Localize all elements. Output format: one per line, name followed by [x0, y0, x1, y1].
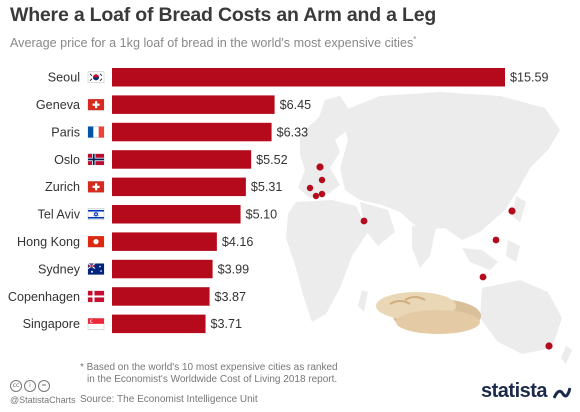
hong-kong-flag-icon: [87, 235, 105, 248]
footnote-line-2: in the Economist's Worldwide Cost of Liv…: [87, 374, 338, 385]
value-label: $6.45: [280, 98, 312, 112]
bar: [112, 68, 505, 87]
chart-subtitle: Average price for a 1kg loaf of bread in…: [10, 35, 416, 50]
category-label: Copenhagen: [8, 290, 80, 304]
south-korea-flag-icon: [87, 71, 105, 83]
bar: [112, 314, 206, 334]
switzerland-flag-icon: [87, 181, 105, 193]
value-label: $3.87: [215, 290, 247, 304]
value-label: $5.52: [256, 153, 288, 167]
bar-row: Paris $6.33: [51, 122, 309, 142]
bar: [112, 177, 246, 197]
category-label: Paris: [51, 125, 80, 139]
category-label: Hong Kong: [17, 235, 80, 249]
norway-flag-icon: [87, 153, 105, 166]
singapore-flag-icon: [87, 318, 105, 330]
bar-row: Oslo $5.52: [54, 150, 288, 169]
value-label: $3.71: [211, 317, 243, 331]
attribution-icon: i: [24, 380, 36, 392]
category-label: Geneva: [36, 98, 80, 112]
bread-illustration: [376, 292, 481, 334]
value-label: $6.33: [277, 125, 309, 139]
bar: [112, 287, 210, 306]
statista-logo[interactable]: statista: [481, 380, 548, 402]
bar-row: Seoul $15.59: [48, 68, 549, 87]
israel-flag-icon: [87, 208, 105, 220]
bar: [112, 205, 241, 224]
bar: [112, 122, 272, 142]
subtitle-text: Average price for a 1kg loaf of bread in…: [10, 36, 414, 51]
bar-row: Copenhagen $3.87: [8, 287, 246, 306]
australia-flag-icon: [87, 263, 105, 275]
bar-row: Zurich $5.31: [45, 177, 283, 197]
bar: [112, 150, 252, 169]
value-label: $5.31: [251, 180, 283, 194]
city-markers: [306, 163, 553, 350]
category-label: Singapore: [23, 317, 80, 331]
bar-row: Geneva $6.45: [36, 95, 311, 114]
bar: [112, 95, 275, 114]
footnote: * Based on the world's 10 most expensive…: [80, 362, 338, 386]
cc-icon: cc: [10, 380, 22, 392]
footnote-line-1: * Based on the world's 10 most expensive…: [80, 362, 338, 373]
value-label: $15.59: [510, 71, 549, 85]
bar: [112, 232, 217, 251]
bar-row: Tel Aviv $5.10: [38, 205, 278, 224]
source-text: Source: The Economist Intelligence Unit: [80, 394, 258, 405]
value-label: $3.99: [218, 262, 250, 276]
chart-title: Where a Loaf of Bread Costs an Arm and a…: [10, 4, 437, 26]
denmark-flag-icon: [87, 290, 105, 303]
license-icons: cc i =: [10, 380, 50, 392]
value-label: $5.10: [246, 208, 278, 222]
category-label: Seoul: [48, 71, 80, 85]
category-label: Oslo: [54, 153, 80, 167]
category-label: Tel Aviv: [38, 208, 81, 222]
bar-row: Sydney $3.99: [38, 259, 250, 279]
bar-row: Singapore $3.71: [23, 314, 243, 334]
twitter-handle[interactable]: @StatistaCharts: [10, 395, 76, 405]
subtitle-footnote-marker: *: [413, 35, 417, 44]
france-flag-icon: [87, 126, 105, 138]
value-label: $4.16: [222, 235, 254, 249]
category-label: Zurich: [45, 180, 80, 194]
no-derivatives-icon: =: [38, 380, 50, 392]
statista-logo-icon: [553, 387, 571, 399]
switzerland-flag-icon: [87, 98, 105, 111]
bar: [112, 259, 213, 279]
bar-row: Hong Kong $4.16: [17, 232, 253, 251]
category-label: Sydney: [38, 262, 81, 276]
